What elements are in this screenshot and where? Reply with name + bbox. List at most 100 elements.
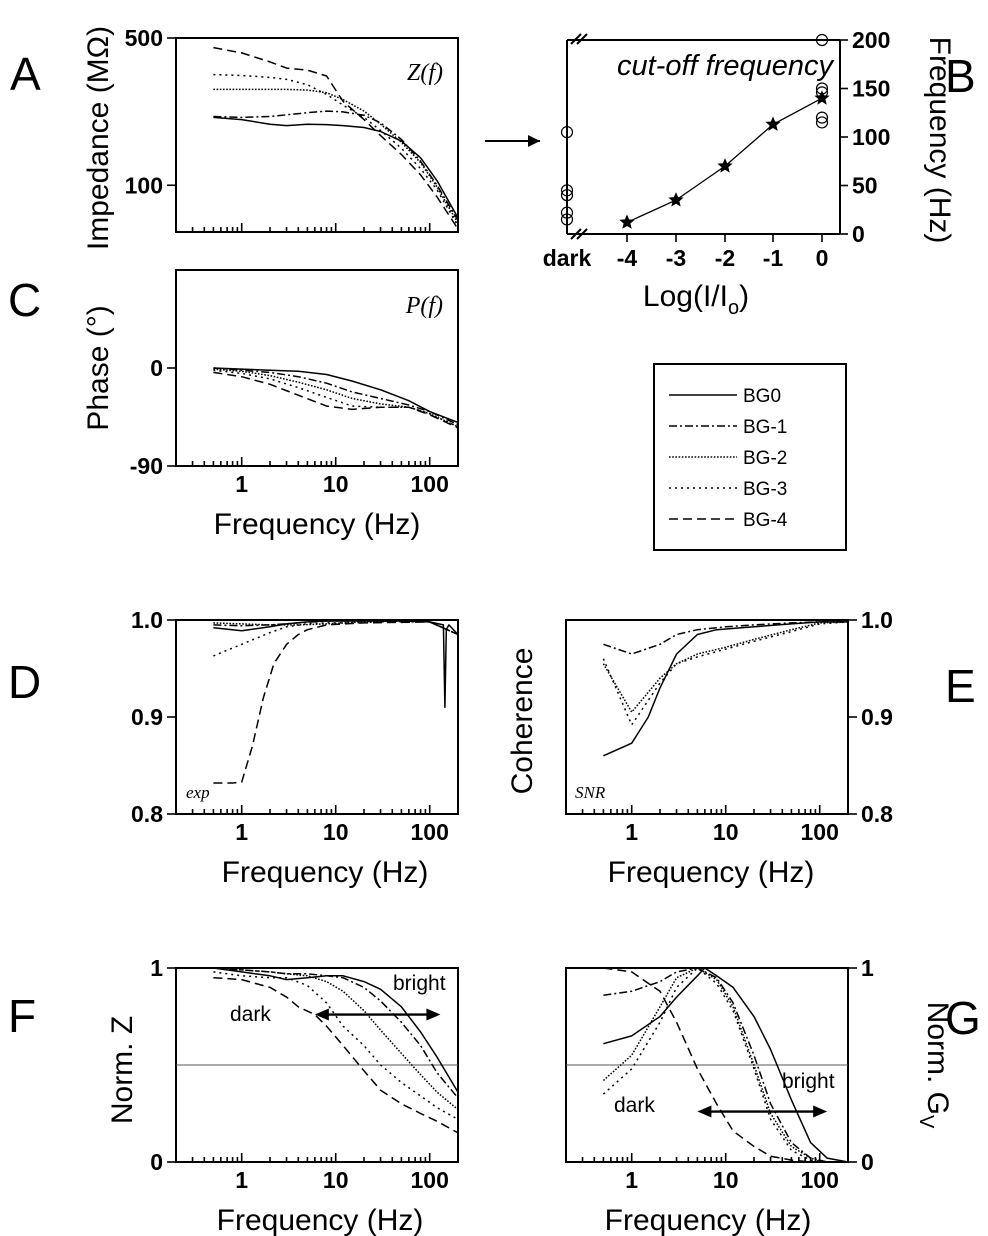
panel-g-series-bg-1 bbox=[603, 967, 848, 1163]
panel-b-cell-point bbox=[815, 33, 829, 47]
panel-e-ticks bbox=[565, 619, 857, 815]
panel-d-xtick-label: 10 bbox=[323, 819, 349, 845]
panel-c-ytick-label: 0 bbox=[150, 355, 163, 381]
panel-b-ytick-label: 100 bbox=[852, 124, 890, 150]
panel-b-mean-point bbox=[619, 214, 635, 229]
panel-e-series-bg-2 bbox=[602, 621, 849, 713]
panel-g-series bbox=[602, 967, 849, 1163]
panel-a-ticks bbox=[167, 37, 459, 232]
panel-g-series-bg-2 bbox=[602, 967, 848, 1163]
panel-f-series-bg-4 bbox=[213, 976, 459, 1134]
panel-a-frame bbox=[175, 37, 459, 233]
panel-e-series-bg-3 bbox=[602, 621, 849, 726]
panel-d-ytick-label: 0.8 bbox=[131, 801, 163, 827]
panel-d-ticks bbox=[167, 619, 459, 815]
panel-f-ytick-label: 1 bbox=[150, 955, 163, 981]
panel-e-xtick-label: 10 bbox=[713, 819, 739, 845]
panel-f-ytick-label: 0 bbox=[150, 1149, 163, 1175]
panel-f-xlabel: Frequency (Hz) bbox=[217, 1204, 424, 1236]
panel-g-dark-label: dark bbox=[614, 1094, 655, 1117]
panel-b-cell-point bbox=[560, 189, 574, 202]
panel-e-xtick-label: 100 bbox=[801, 819, 839, 845]
panel-b-annotation: cut-off frequency bbox=[617, 50, 834, 82]
panel-b-cell-point bbox=[560, 213, 574, 226]
panel-e-ytick-label: 0.9 bbox=[861, 704, 893, 730]
panel-g-series-bg0 bbox=[603, 967, 849, 1163]
panel-c-series-bg-1 bbox=[213, 367, 459, 426]
panel-c: C -90 0 1 10 100 Phase (°) Frequency (Hz) P… bbox=[8, 269, 459, 541]
panel-f-xtick-label: 10 bbox=[323, 1167, 349, 1193]
panel-d-series-bg-3 bbox=[213, 621, 459, 657]
panel-f-xtick-label: 100 bbox=[411, 1167, 449, 1193]
panel-d-series-bg0 bbox=[213, 620, 459, 709]
panel-b-xtick-label: -3 bbox=[666, 245, 686, 271]
panel-d-xlabel: Frequency (Hz) bbox=[222, 856, 429, 889]
panel-b-xtick-label: -2 bbox=[715, 245, 735, 271]
panel-c-series-bg-3 bbox=[213, 369, 459, 428]
panel-f-series-bg-3 bbox=[213, 971, 459, 1120]
panel-e-xlabel: Frequency (Hz) bbox=[608, 856, 815, 889]
panel-b-series bbox=[560, 33, 830, 229]
panel-g-ytick-label: 0 bbox=[861, 1149, 874, 1175]
panel-e-series-bg0 bbox=[603, 621, 848, 757]
panel-d-frame bbox=[175, 619, 459, 815]
panel-b-ytick-label: 0 bbox=[852, 221, 865, 247]
legend: BG0 BG-1 BG-2 BG-3 BG-4 bbox=[653, 363, 847, 551]
panel-e-xtick-label: 1 bbox=[625, 819, 638, 845]
panel-f-label: F bbox=[8, 990, 36, 1042]
panel-c-xtick-label: 100 bbox=[411, 471, 449, 497]
panel-e-frame bbox=[565, 619, 849, 815]
panel-a-ylabel: Impedance (MΩ) bbox=[82, 26, 115, 250]
panel-a-series bbox=[213, 46, 459, 230]
panel-d-series-bg-2 bbox=[213, 620, 459, 636]
panel-f-series-bg0 bbox=[213, 967, 459, 1093]
panel-d-series-bg-1 bbox=[213, 620, 459, 636]
panel-d-xtick-label: 100 bbox=[411, 819, 449, 845]
panel-b-cell-point bbox=[815, 116, 829, 129]
panel-g-ytick-label: 1 bbox=[861, 955, 874, 981]
panel-b-cell-point bbox=[815, 82, 829, 95]
panel-a-series-bg-1 bbox=[213, 110, 459, 221]
panel-d-annotation: exp bbox=[186, 783, 210, 802]
panel-b-label: B bbox=[945, 50, 976, 102]
panel-f: F 0 1 1 10 100 Norm. Z Frequency (Hz) brigh… bbox=[8, 955, 459, 1236]
panel-b: B 0 50 100 150 200 dark -4 -3 -2 -1 0 Frequency (… bbox=[543, 27, 976, 319]
panel-f-xtick-label: 1 bbox=[235, 1167, 248, 1193]
panel-c-ticks bbox=[167, 367, 459, 467]
panel-d-xtick-label: 1 bbox=[235, 819, 248, 845]
panel-c-xtick-label: 10 bbox=[323, 471, 349, 497]
panel-f-ylabel: Norm. Z bbox=[106, 1016, 139, 1124]
legend-label-bg0: BG0 bbox=[743, 386, 781, 407]
panel-a-ytick-label: 500 bbox=[125, 25, 163, 51]
panel-b-cell-point bbox=[815, 111, 829, 124]
panel-b-mean-point bbox=[717, 158, 733, 173]
panel-b-ytick-label: 200 bbox=[852, 27, 890, 53]
panel-g-label: G bbox=[945, 992, 981, 1044]
panel-f-dark-label: dark bbox=[230, 1003, 271, 1026]
panel-c-xlabel: Frequency (Hz) bbox=[214, 508, 421, 541]
panel-b-ytick-label: 150 bbox=[852, 76, 890, 102]
panel-e-series-bg-1 bbox=[603, 621, 848, 655]
panel-d-series-bg-4 bbox=[213, 621, 459, 784]
panel-d-ytick-label: 0.9 bbox=[131, 704, 163, 730]
panel-g-xtick-label: 1 bbox=[625, 1167, 638, 1193]
panel-a-series-bg-4 bbox=[213, 46, 459, 230]
panel-a: A 100 500 Impedance (MΩ) Z(f) bbox=[10, 25, 459, 250]
a-to-b-arrow bbox=[485, 135, 540, 147]
panel-e-ytick-label: 1.0 bbox=[861, 607, 893, 633]
panel-d: D 0.8 0.9 1.0 1 10 100 Frequency (Hz) exp bbox=[8, 607, 459, 889]
panel-f-series-bg-1 bbox=[213, 967, 459, 1099]
panel-a-series-bg-2 bbox=[213, 88, 459, 224]
panel-a-series-bg0 bbox=[213, 116, 459, 219]
legend-label-bg-4: BG-4 bbox=[743, 510, 788, 531]
panel-c-series bbox=[213, 367, 459, 429]
panel-f-series-bg-2 bbox=[213, 967, 459, 1111]
panel-g-series-bg-4 bbox=[603, 967, 848, 1163]
panel-f-ticks bbox=[167, 967, 459, 1163]
panel-g-arrow bbox=[697, 1105, 828, 1118]
panel-b-mean-point bbox=[668, 192, 684, 207]
panel-b-xtick-label: -1 bbox=[763, 245, 784, 271]
panel-b-cell-point bbox=[815, 86, 829, 99]
panel-e-label: E bbox=[945, 660, 976, 712]
